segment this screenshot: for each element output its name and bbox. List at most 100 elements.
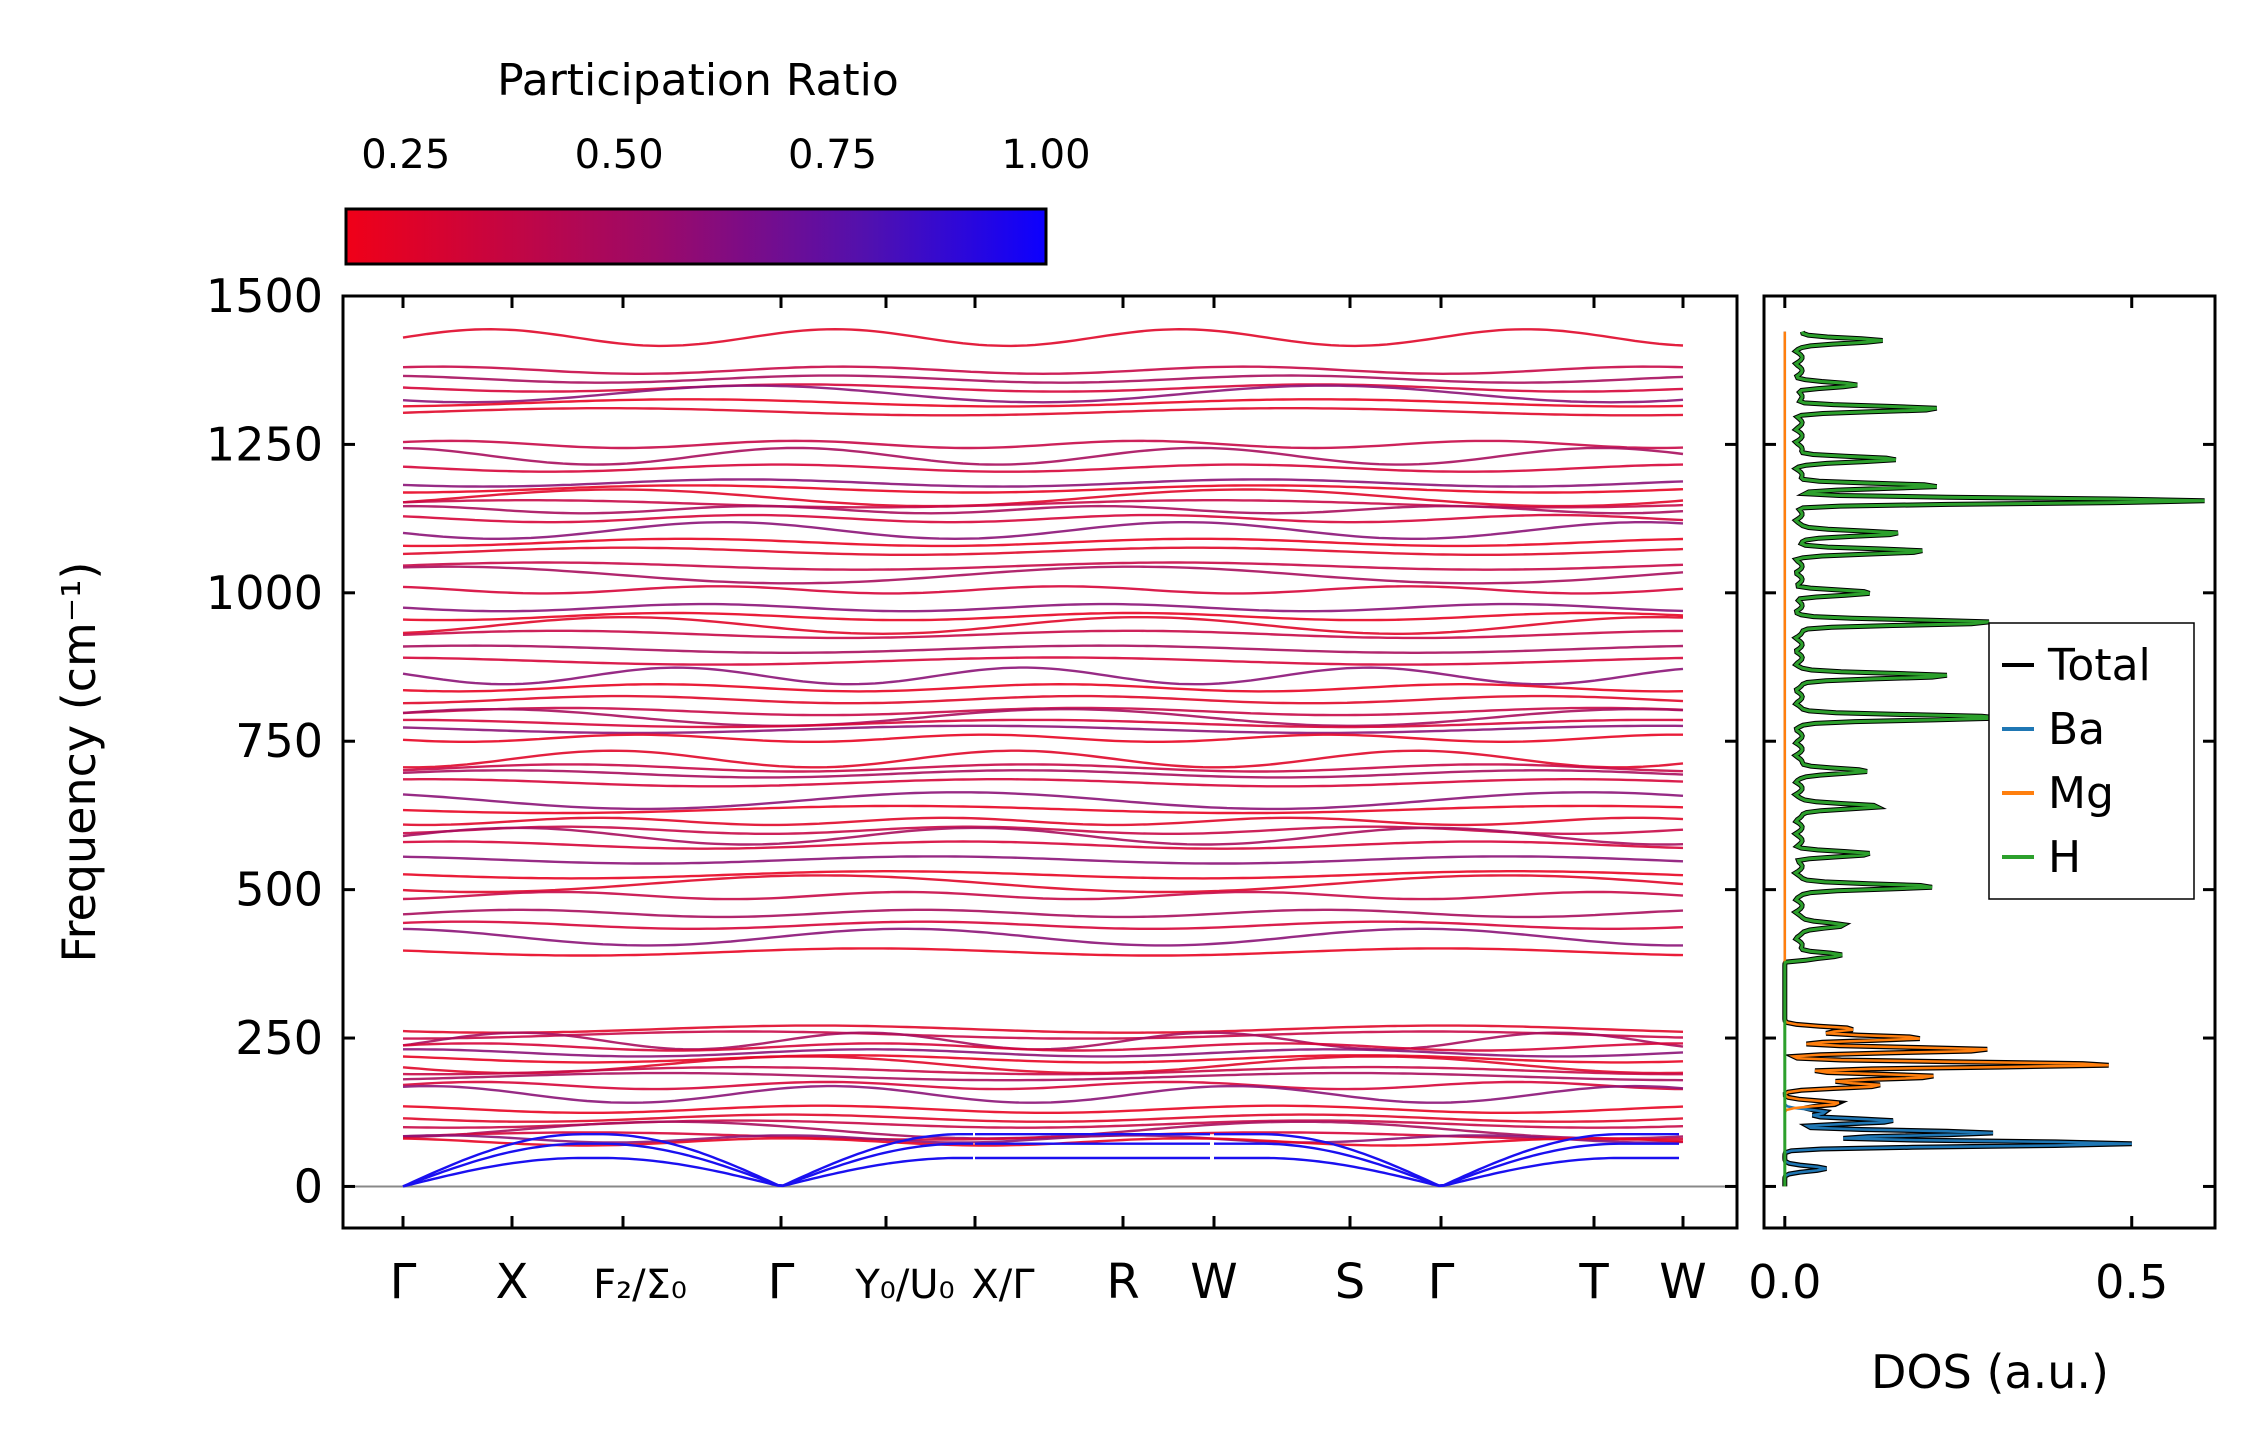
acoustic-branch (1214, 1142, 1679, 1187)
colorbar-tick-label: 0.75 (788, 132, 877, 178)
optical-band (402, 521, 1684, 541)
optical-band (402, 870, 1684, 880)
optical-band (402, 365, 1684, 376)
high-symmetry-label: X/Γ (971, 1262, 1035, 1308)
phonon-bands (343, 327, 1737, 1188)
optical-band (402, 478, 1684, 488)
optical-band (403, 749, 1684, 769)
optical-band (402, 927, 1683, 947)
high-symmetry-label: X (496, 1254, 529, 1310)
optical-band (402, 629, 1684, 640)
optical-band (402, 384, 1684, 404)
optical-band (402, 908, 1684, 919)
optical-band (402, 666, 1684, 686)
optical-band (403, 1048, 1684, 1058)
colorbar-title: Participation Ratio (497, 55, 899, 106)
acoustic-branch (402, 1156, 624, 1188)
high-symmetry-label: T (1578, 1254, 1609, 1310)
optical-band (402, 611, 1684, 622)
high-symmetry-label: Y₀/U₀ (854, 1262, 954, 1308)
optical-band (402, 407, 1684, 417)
y-tick-label: 750 (235, 714, 323, 768)
y-tick-label: 1000 (206, 566, 323, 620)
high-symmetry-label: S (1335, 1254, 1365, 1310)
dos-axis: 0.0 0.5 (1748, 294, 2215, 1309)
legend-entry: Mg (2048, 768, 2114, 819)
legend-entry: Ba (2048, 704, 2105, 755)
band-structure-panel: 0 250 500 750 1000 1250 1500 Γ X F₂/Σ₀ Γ Y₀/U₀ X/Γ R… (52, 269, 1739, 1310)
optical-band (402, 504, 1684, 515)
acoustic-branch (402, 1142, 624, 1188)
dos-curves (1782, 330, 2205, 1187)
optical-band (402, 682, 1684, 693)
optical-band (402, 920, 1684, 930)
dos-tick-label: 0.0 (1748, 1255, 1821, 1309)
optical-band (402, 825, 1684, 835)
y-tick-label: 1250 (206, 417, 323, 471)
colorbar-tick-label: 0.25 (361, 132, 450, 178)
optical-band (402, 890, 1684, 901)
high-symmetry-label: R (1106, 1254, 1139, 1310)
optical-band (402, 874, 1684, 894)
optical-band (402, 446, 1684, 466)
optical-band (402, 694, 1684, 705)
optical-band (402, 1084, 1684, 1104)
optical-band (402, 1113, 1684, 1123)
optical-band (402, 644, 1684, 654)
dos-axes-frame (1762, 294, 2217, 1230)
colorbar-gradient (344, 207, 1048, 266)
optical-band (402, 488, 1684, 508)
optical-band (402, 855, 1684, 865)
optical-band (402, 561, 1684, 571)
optical-band (403, 778, 1684, 788)
optical-band (402, 656, 1684, 666)
dos-panel: 0.0 0.5 DOS (a.u.) Total Ba Mg H (1748, 294, 2217, 1399)
optical-band (402, 616, 1684, 636)
optical-band (402, 439, 1684, 450)
high-symmetry-label: W (1190, 1254, 1237, 1310)
optical-band (402, 383, 1684, 393)
optical-band (402, 1054, 1684, 1064)
optical-band (402, 804, 1684, 815)
optical-band (402, 537, 1684, 548)
optical-band (402, 763, 1684, 773)
optical-band (402, 816, 1684, 827)
acoustic-branch (622, 1133, 973, 1187)
colorbar: Participation Ratio 0.25 0.50 0.75 1.00 (344, 55, 1091, 266)
band-y-axis: 0 250 500 750 1000 1250 1500 (206, 269, 1737, 1213)
band-x-axis: Γ X F₂/Σ₀ Γ Y₀/U₀ X/Γ R W S Γ T W (390, 296, 1707, 1310)
high-symmetry-label: W (1659, 1254, 1706, 1310)
optical-band (402, 374, 1684, 384)
dos-mg-curve (1783, 331, 2109, 1187)
optical-band (402, 791, 1684, 811)
optical-band (402, 1065, 1683, 1076)
optical-band (402, 1024, 1684, 1034)
dos-tick-label: 0.5 (2095, 1255, 2168, 1309)
y-tick-label: 0 (294, 1159, 323, 1213)
high-symmetry-label: Γ (768, 1254, 795, 1310)
dos-h-curve (1783, 331, 2205, 1187)
y-tick-label: 1500 (206, 269, 323, 323)
optical-band (402, 1042, 1683, 1052)
legend-box (1988, 622, 2195, 900)
optical-band (402, 826, 1684, 846)
optical-band (402, 724, 1684, 735)
band-axes-frame (341, 294, 1739, 1230)
optical-band (402, 463, 1684, 473)
optical-band (402, 840, 1684, 850)
acoustic-branch (622, 1156, 973, 1188)
optical-band (402, 947, 1684, 957)
optical-band (403, 718, 1684, 729)
optical-band (402, 1080, 1684, 1091)
optical-band (402, 327, 1684, 348)
optical-band (402, 1131, 1684, 1141)
optical-band (402, 769, 1684, 779)
colorbar-tick-label: 0.50 (575, 132, 664, 178)
optical-band (402, 1104, 1684, 1114)
high-symmetry-label: Γ (1428, 1254, 1455, 1310)
legend-entry: H (2048, 832, 2081, 883)
optical-band (402, 513, 1684, 524)
optical-band (402, 708, 1684, 727)
optical-band (402, 1071, 1684, 1082)
